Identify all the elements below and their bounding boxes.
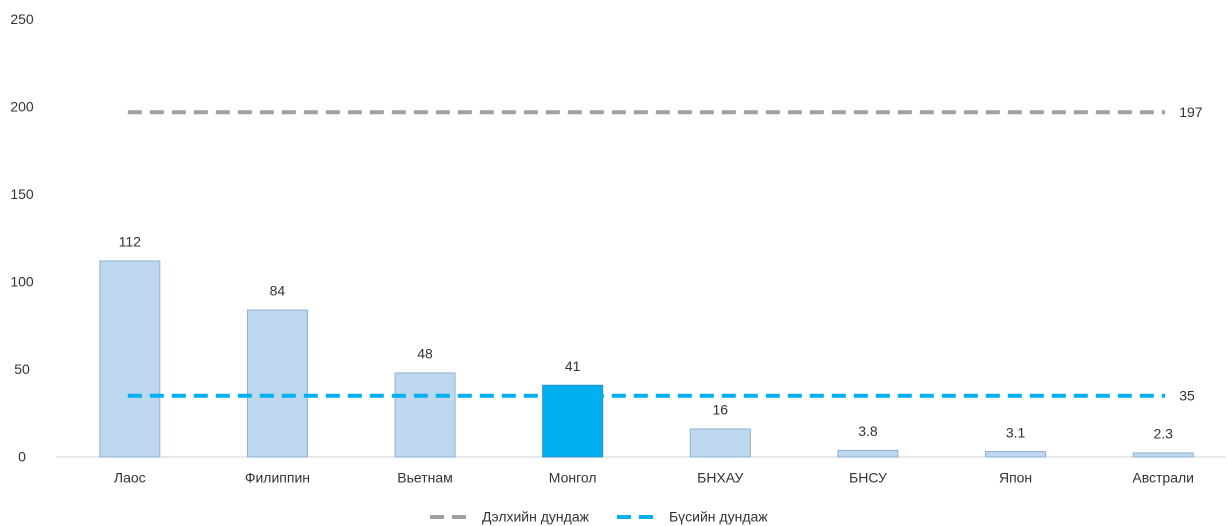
bar (1132, 452, 1194, 458)
x-tick-label: БНСУ (849, 470, 887, 486)
x-tick-label: БНХАУ (697, 470, 743, 486)
x-tick-label: Монгол (549, 470, 597, 486)
y-tick-label: 50 (14, 361, 30, 377)
x-tick-label: Япон (999, 470, 1032, 486)
value-label: 3.1 (1006, 424, 1026, 440)
bar (689, 428, 751, 458)
value-label: 16 (713, 402, 729, 418)
reference-label: 35 (1179, 387, 1195, 403)
bar (246, 309, 308, 458)
legend-label: Бүсийн дундаж (669, 509, 768, 525)
x-tick-label: Филиппин (245, 470, 310, 486)
bar (985, 451, 1047, 458)
y-tick-label: 150 (10, 186, 34, 202)
y-tick-label: 200 (10, 99, 34, 115)
bar (837, 449, 899, 458)
value-label: 41 (565, 358, 581, 374)
x-tick-label: Лаос (114, 470, 146, 486)
value-label: 84 (270, 283, 286, 299)
value-label: 3.8 (858, 423, 878, 439)
value-label: 112 (119, 234, 142, 250)
y-tick-label: 100 (10, 274, 34, 290)
y-tick-label: 250 (10, 11, 34, 27)
bar (99, 260, 161, 458)
reference-label: 197 (1179, 104, 1203, 120)
legend-label: Дэлхийн дундаж (482, 509, 590, 525)
value-label: 48 (417, 346, 433, 362)
y-tick-label: 0 (18, 449, 26, 465)
x-tick-label: Австрали (1132, 470, 1194, 486)
value-label: 2.3 (1153, 426, 1173, 442)
x-tick-label: Вьетнам (397, 470, 453, 486)
bar (394, 372, 456, 458)
